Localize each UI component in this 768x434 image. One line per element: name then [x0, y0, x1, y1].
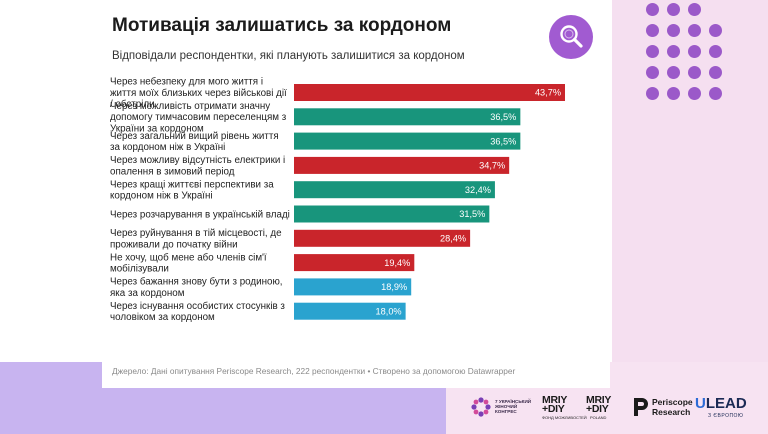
category-label: / обстріли — [110, 99, 155, 110]
bar-value-label: 32,4% — [465, 185, 491, 195]
decorative-dot — [667, 3, 680, 16]
category-label: Не хочу, щоб мене або членів сім'ї — [110, 252, 267, 263]
chart-card: Мотивація залишатись за кордоном Відпові… — [102, 0, 610, 388]
bar — [294, 302, 406, 320]
bar-value-label: 36,5% — [490, 112, 516, 122]
category-label: яка за кордоном — [110, 288, 185, 299]
bar — [294, 254, 415, 272]
category-label: України за кордоном — [110, 123, 204, 134]
decorative-dot — [646, 24, 659, 37]
category-label: мобілізували — [110, 264, 169, 275]
decorative-dot — [709, 87, 722, 100]
decorative-dot — [688, 87, 701, 100]
decorative-dot — [646, 87, 659, 100]
bar-chart: 43,7% Через небезпеку для мого життя іжит… — [110, 77, 565, 323]
category-label: Через бажання знову бути з родиною, — [110, 277, 283, 288]
category-label: Через можливу відсутність електрики і — [110, 155, 285, 166]
category-label: Через розчарування в українській владі — [110, 209, 290, 220]
category-label: кордоном ніж в Україні — [110, 191, 213, 202]
category-label: опалення в зимовий період — [110, 166, 235, 177]
category-label: чоловіком за кордоном — [110, 312, 215, 323]
decorative-dot — [667, 87, 680, 100]
bar — [294, 156, 510, 174]
decorative-dot — [709, 45, 722, 58]
bar-value-label: 34,7% — [479, 161, 505, 171]
decorative-dot — [688, 45, 701, 58]
category-label: Через можливість отримати значну — [110, 101, 270, 112]
bar-value-label: 18,0% — [376, 306, 402, 316]
page-subtitle: Відповідали респондентки, які планують з… — [112, 50, 465, 62]
decorative-dot — [688, 24, 701, 37]
category-label: Через руйнування в тій місцевості, де — [110, 228, 282, 239]
bar-value-label: 19,4% — [384, 258, 410, 268]
category-label: проживали до початку війни — [110, 239, 238, 250]
ulead-logo-sub: З ЄВРОПОЮ — [708, 413, 744, 419]
decorative-dot — [646, 45, 659, 58]
bar-value-label: 43,7% — [535, 88, 561, 98]
bar — [294, 108, 521, 126]
category-label: Через загальний вищий рівень життя — [110, 131, 279, 142]
mriy-logo: MRIY +DIY — [542, 394, 568, 415]
bar — [294, 181, 495, 199]
decorative-dot — [688, 66, 701, 79]
bar-value-label: 36,5% — [490, 136, 516, 146]
decorative-dot-grid — [642, 0, 752, 110]
decorative-dot — [646, 3, 659, 16]
decorative-dot — [667, 66, 680, 79]
bar — [294, 84, 565, 101]
periscope-logo-text: Periscope Research — [652, 397, 693, 417]
mriy-poland-logo-sub: POLAND — [590, 415, 607, 420]
decorative-dot — [688, 3, 701, 16]
congress-flower-logo — [471, 397, 491, 417]
periscope-logo — [634, 398, 648, 416]
mriy-poland-logo: MRIY +DIY — [586, 394, 612, 415]
bar-value-label: 31,5% — [459, 209, 485, 219]
bar — [294, 132, 521, 150]
mriy-logo-sub: ФОНД МОЖЛИВОСТЕЙ — [542, 415, 587, 420]
ulead-logo: ULEAD — [695, 395, 747, 412]
category-label: життя моїх близьких через військові дії — [110, 88, 287, 99]
decorative-dot — [667, 45, 680, 58]
congress-logo-text: 7 УКРАЇНСЬКИЙ ЖІНОЧИЙ КОНГРЕС — [495, 399, 532, 414]
decorative-dot — [667, 24, 680, 37]
category-label: за кордоном ніж в Україні — [110, 142, 225, 153]
category-label: допомогу тимчасовим переселенцям з — [110, 112, 287, 123]
source-note: Джерело: Дані опитування Periscope Resea… — [112, 366, 516, 376]
category-label: Через кращі життєві перспективи за — [110, 180, 274, 191]
partner-logos: 7 УКРАЇНСЬКИЙ ЖІНОЧИЙ КОНГРЕС MRIY +DIY … — [470, 392, 760, 422]
bar — [294, 205, 490, 223]
decorative-dot — [709, 24, 722, 37]
search-icon — [549, 15, 593, 59]
bar — [294, 278, 412, 296]
page-title: Мотивація залишатись за кордоном — [112, 15, 452, 36]
category-label: Через небезпеку для мого життя і — [110, 77, 263, 88]
decorative-dot — [709, 66, 722, 79]
decorative-dot — [646, 66, 659, 79]
bar-value-label: 28,4% — [440, 234, 466, 244]
bar — [294, 229, 471, 247]
bar-value-label: 18,9% — [381, 282, 407, 292]
category-label: Через існування особистих стосунків з — [110, 301, 285, 312]
